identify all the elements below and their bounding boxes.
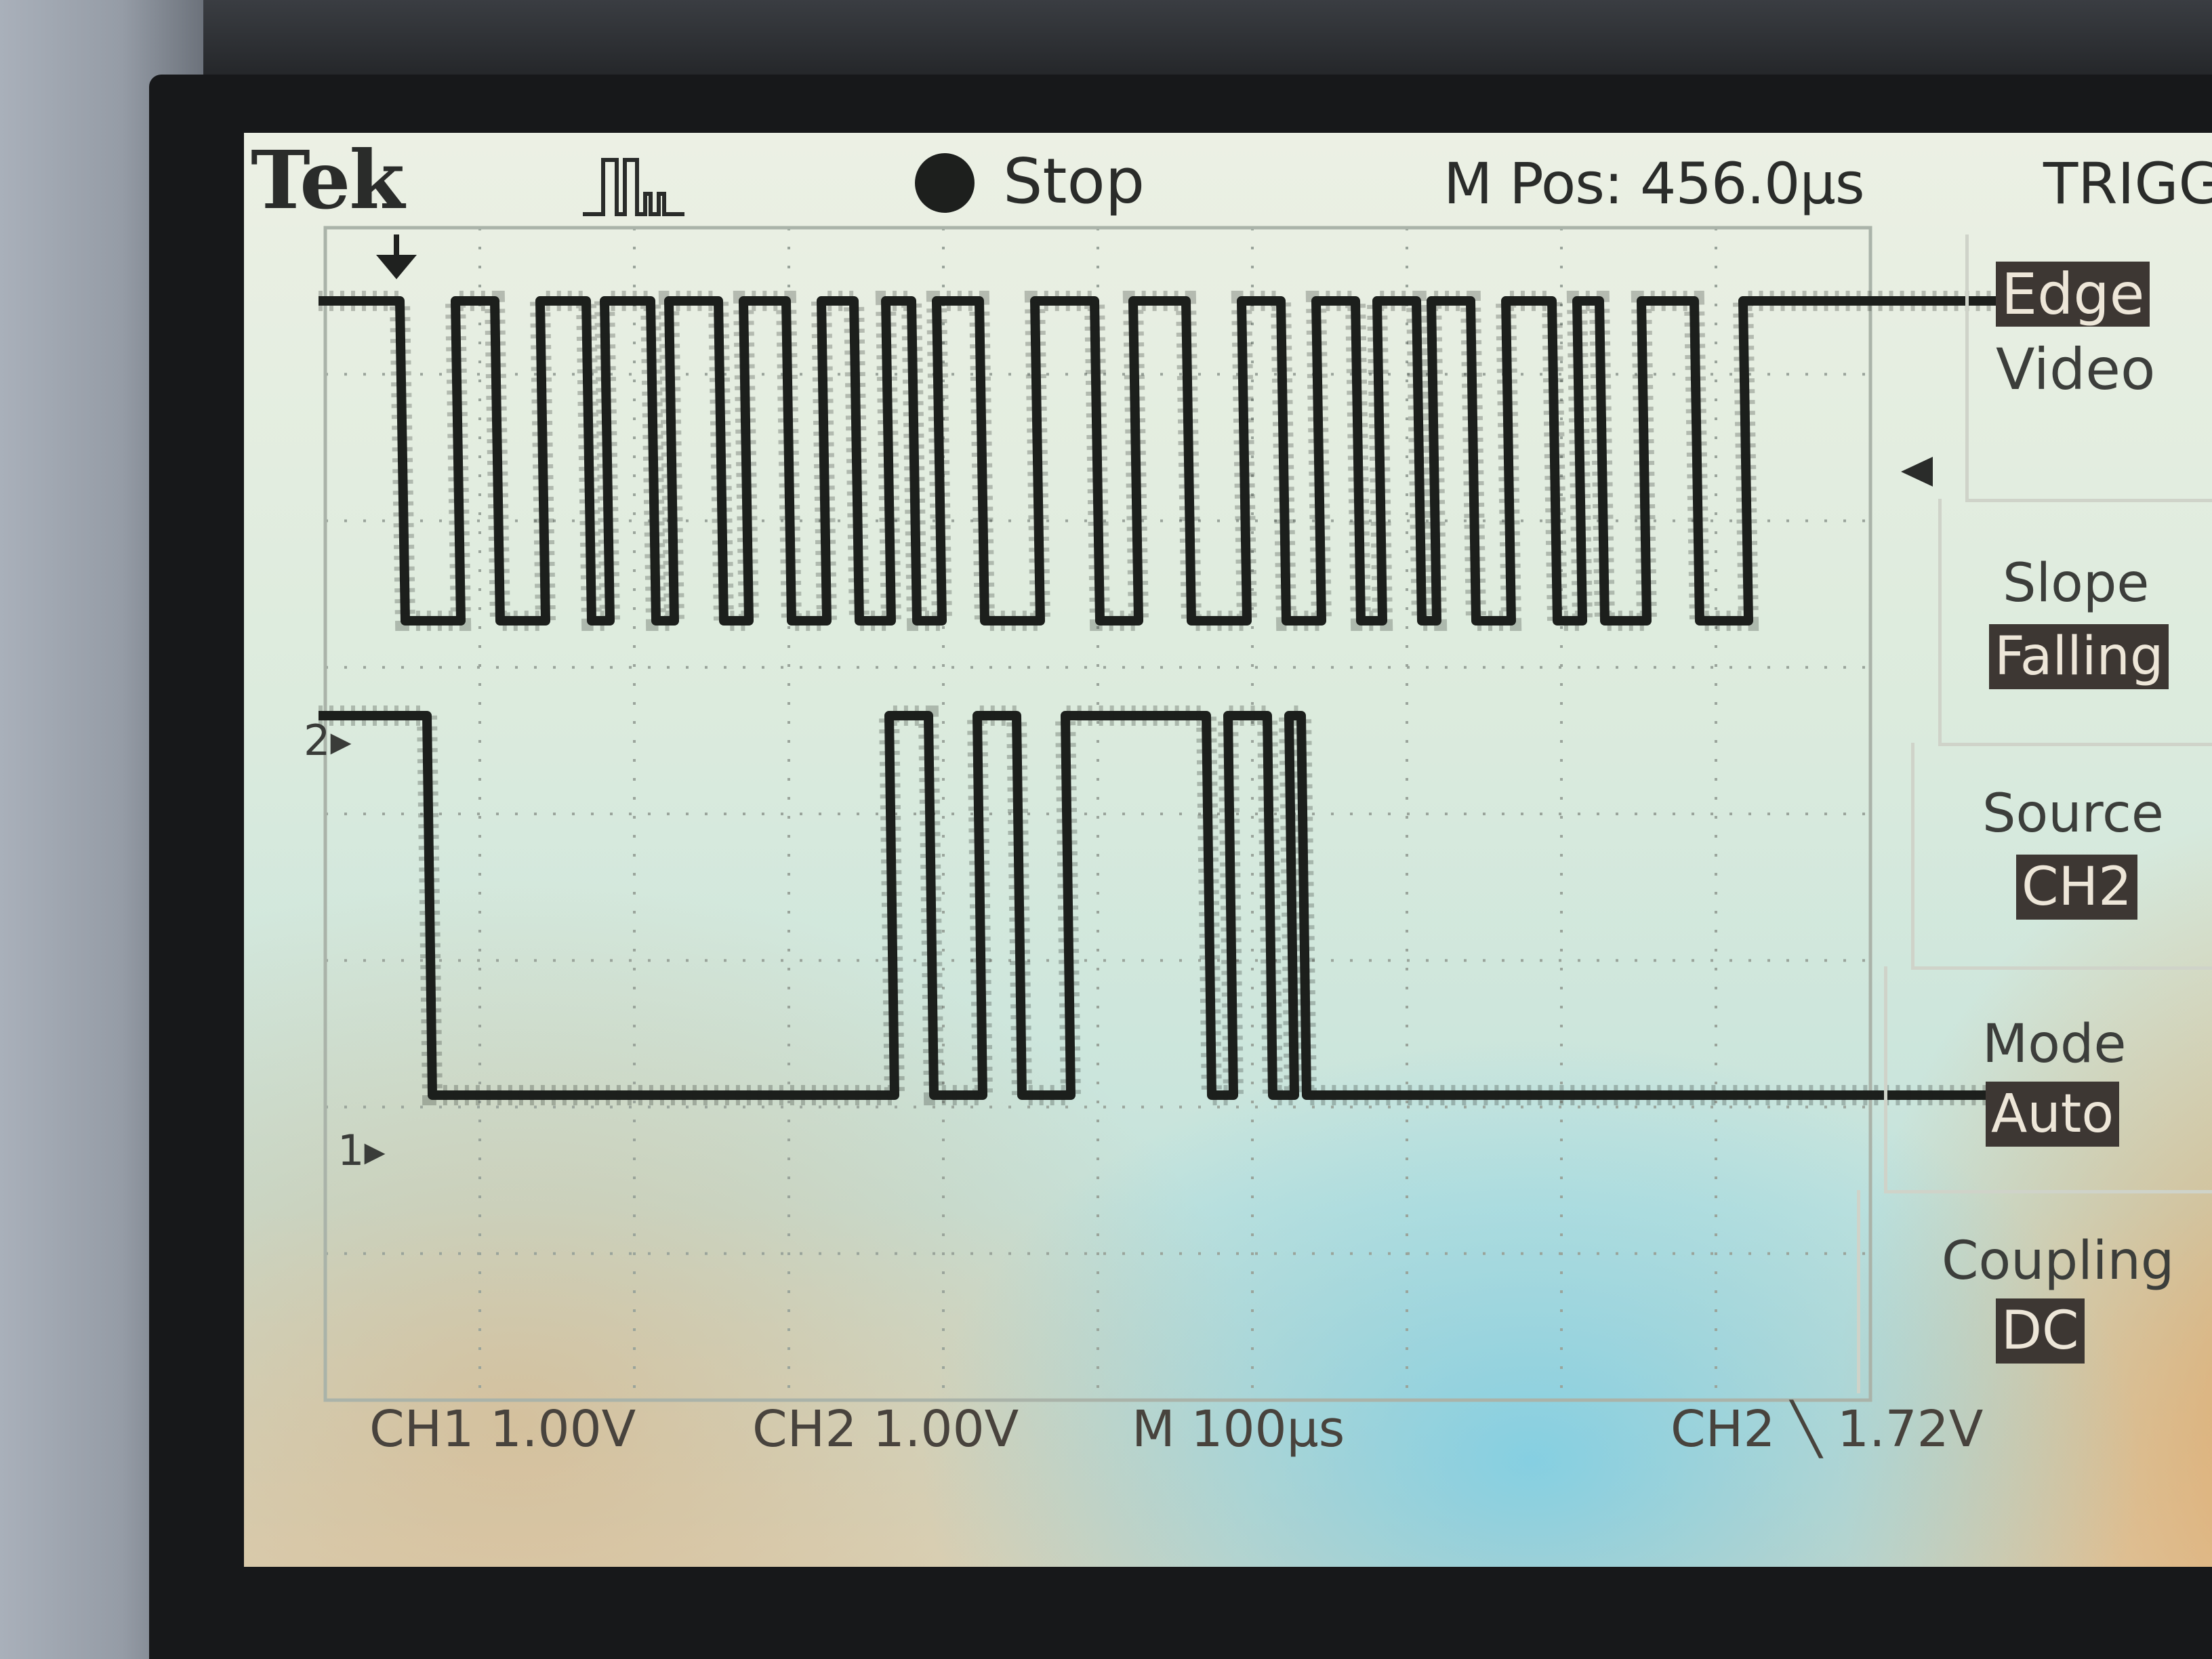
source-label: Source (1982, 783, 2164, 844)
waveform-graticule (319, 226, 2033, 1402)
menu-item-type[interactable]: Edge Video (1965, 234, 2212, 502)
mode-label: Mode (1982, 1014, 2127, 1075)
trigger-readout: CH2 ╲ 1.72V (1671, 1400, 1984, 1458)
ch2-clock-trace (319, 296, 2033, 626)
ch1-ground-marker: 1▸ (337, 1126, 386, 1175)
menu-title: TRIGG (2043, 150, 2212, 217)
run-status: Stop (1003, 145, 1145, 218)
ch2-clock-trace-noise (319, 291, 2033, 631)
photo-bezel-top (0, 0, 2212, 81)
type-video-option: Video (1996, 336, 2156, 403)
menu-item-mode[interactable]: Mode Auto (1884, 966, 2212, 1193)
trigger-position-icon (376, 234, 417, 279)
horizontal-position-readout: M Pos: 456.0µs (1443, 150, 1865, 217)
ch1-data-trace-noise (319, 705, 2033, 1105)
ch1-scale-readout: CH1 1.00V (369, 1400, 636, 1458)
oscilloscope-screen: Tek Stop M Pos: 456.0µs TRIGG 2▸ 1▸ Edge… (244, 133, 2212, 1567)
type-edge-selected: Edge (1996, 262, 2150, 327)
ch2-scale-readout: CH2 1.00V (752, 1400, 1019, 1458)
mode-value: Auto (1986, 1082, 2120, 1147)
source-value: CH2 (2016, 855, 2137, 920)
stop-indicator-icon (915, 153, 975, 213)
pulse-train-icon (583, 158, 684, 216)
ch2-ground-marker: 2▸ (304, 716, 352, 765)
graticule-grid (323, 226, 1872, 1402)
coupling-label: Coupling (1942, 1231, 2175, 1292)
menu-item-source[interactable]: Source CH2 (1911, 743, 2212, 970)
slope-label: Slope (2003, 553, 2150, 614)
coupling-value: DC (1996, 1298, 2085, 1364)
menu-item-slope[interactable]: Slope Falling (1938, 499, 2212, 746)
timebase-readout: M 100µs (1132, 1400, 1345, 1458)
slope-value: Falling (1989, 624, 2169, 689)
waveform-traces (319, 291, 2033, 1105)
brand-logo: Tek (251, 133, 405, 227)
menu-item-coupling[interactable]: Coupling DC (1857, 1190, 2212, 1393)
trigger-level-icon (1901, 457, 1933, 487)
graticule-border (323, 226, 1872, 1402)
ch1-data-trace (319, 711, 2033, 1100)
